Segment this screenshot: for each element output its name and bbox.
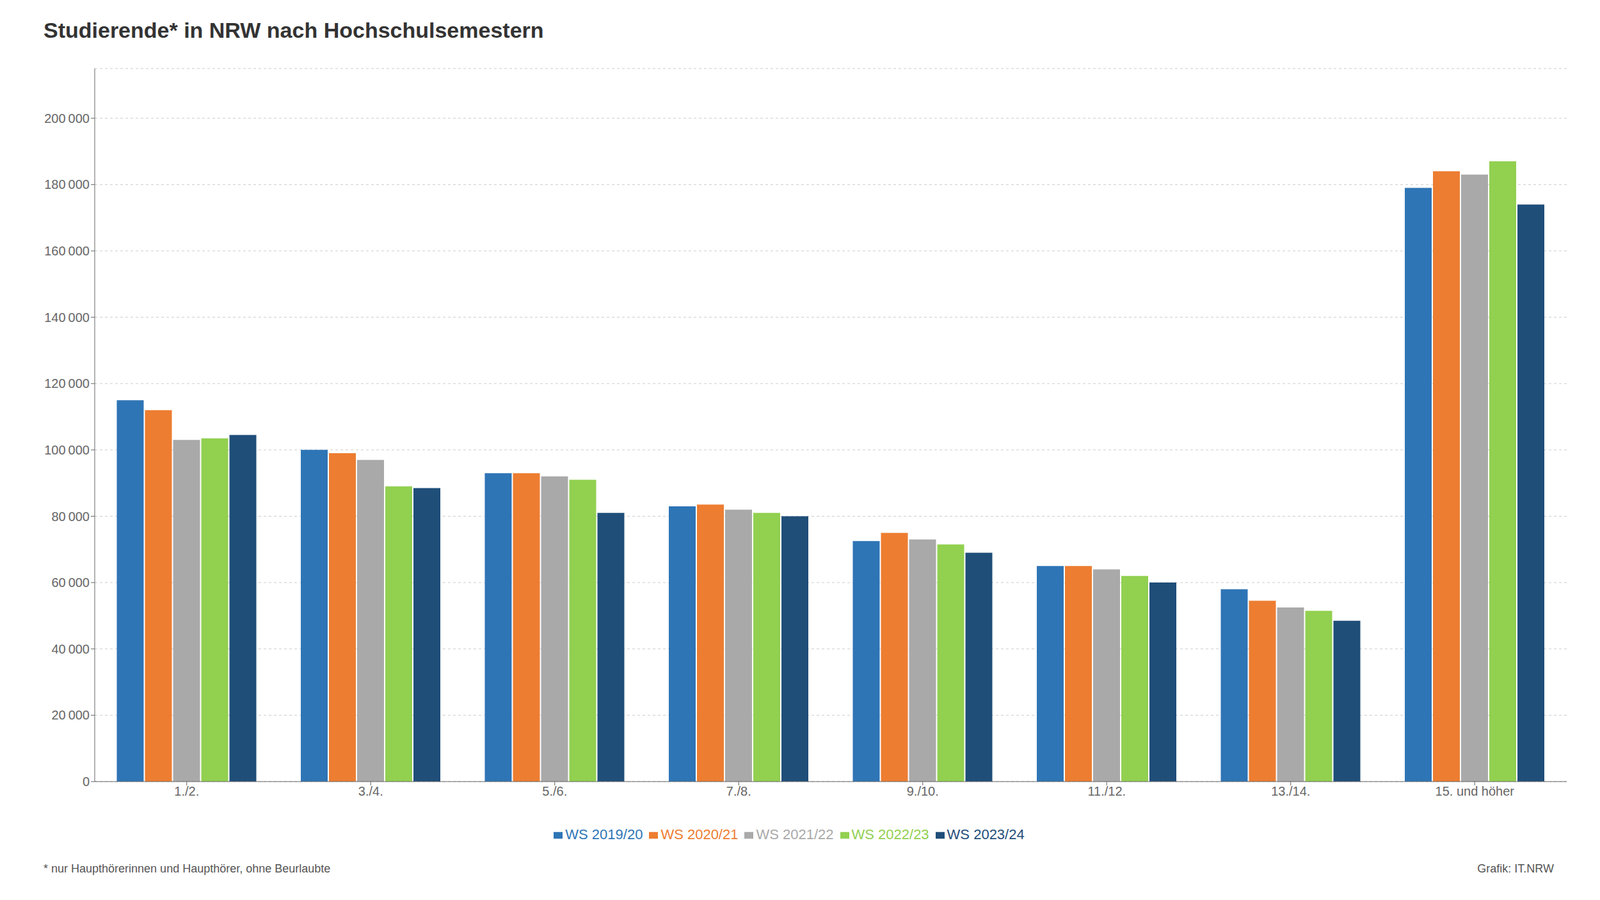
svg-text:160 000: 160 000: [44, 243, 90, 258]
html-text:Grafik: IT.NRW: Grafik: IT.NRW: [1477, 862, 1554, 875]
svg-text:80 000: 80 000: [51, 509, 90, 524]
html-text:WS 2022/23: WS 2022/23: [851, 826, 930, 843]
svg-text:40 000: 40 000: [51, 641, 90, 656]
svg-text:100 000: 100 000: [44, 442, 90, 457]
html-text:Studierende* in NRW nach Hochs: Studierende* in NRW nach Hochschulsemest…: [43, 17, 544, 43]
svg-text:60 000: 60 000: [51, 575, 90, 590]
svg-text:200 000: 200 000: [44, 111, 90, 126]
svg-text:1./2.: 1./2.: [174, 784, 200, 799]
html-text:* nur Haupthörerinnen und Haup: * nur Haupthörerinnen und Haupthörer, oh…: [43, 862, 331, 875]
svg-text:7./8.: 7./8.: [726, 784, 752, 799]
svg-text:15. und höher: 15. und höher: [1435, 784, 1515, 799]
html-text:WS 2023/24: WS 2023/24: [946, 826, 1025, 843]
html-text:WS 2021/22: WS 2021/22: [756, 826, 834, 843]
svg-text:20 000: 20 000: [51, 707, 90, 722]
svg-text:120 000: 120 000: [44, 376, 90, 391]
svg-text:3./4.: 3./4.: [358, 784, 384, 799]
html-text:WS 2020/21: WS 2020/21: [660, 826, 739, 843]
svg-text:180 000: 180 000: [44, 177, 90, 192]
html-text:WS 2019/20: WS 2019/20: [565, 826, 643, 843]
svg-text:0: 0: [82, 774, 90, 789]
svg-text:5./6.: 5./6.: [542, 784, 568, 799]
svg-text:140 000: 140 000: [44, 310, 90, 325]
svg-text:11./12.: 11./12.: [1087, 784, 1126, 799]
svg-text:9./10.: 9./10.: [906, 784, 939, 799]
svg-text:13./14.: 13./14.: [1271, 784, 1311, 799]
